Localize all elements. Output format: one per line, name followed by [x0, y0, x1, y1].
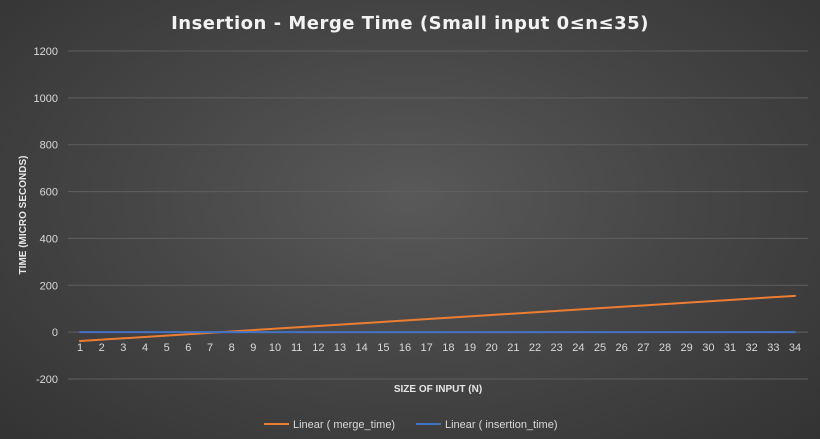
- x-tick-label: 16: [399, 342, 411, 354]
- x-tick-label: 4: [142, 342, 148, 354]
- x-tick-label: 11: [291, 342, 302, 354]
- x-tick-label: 21: [507, 342, 519, 354]
- chart-title: Insertion - Merge Time (Small input 0≤n≤…: [171, 13, 649, 34]
- gridlines: [68, 50, 808, 380]
- x-tick-label: 3: [120, 342, 126, 354]
- y-tick-label: 600: [40, 187, 58, 199]
- x-axis-label: SIZE OF INPUT (N): [394, 384, 482, 395]
- merge-time-trendline: [79, 294, 796, 343]
- series-lines: [79, 294, 796, 343]
- y-tick-label: 1000: [34, 93, 58, 105]
- y-tick-label: 200: [40, 280, 58, 292]
- x-tick-label: 26: [616, 342, 628, 354]
- x-tick-label: 1: [77, 342, 83, 354]
- x-tick-label: 14: [356, 342, 368, 354]
- x-tick-label: 12: [312, 342, 324, 354]
- legend: Linear ( merge_time) Linear ( insertion_t…: [264, 419, 558, 431]
- x-tick-label: 28: [659, 342, 671, 354]
- x-tick-label: 31: [724, 342, 736, 354]
- legend-label: Linear ( merge_time): [293, 419, 395, 431]
- x-tick-label: 10: [269, 342, 281, 354]
- x-tick-label: 8: [229, 342, 235, 354]
- x-tick-label: 19: [464, 342, 476, 354]
- y-tick-label: 400: [40, 233, 58, 245]
- y-tick-label: 800: [40, 140, 58, 152]
- x-tick-label: 6: [185, 342, 191, 354]
- x-tick-label: 33: [767, 342, 779, 354]
- x-tick-label: 9: [250, 342, 256, 354]
- x-tick-label: 29: [681, 342, 693, 354]
- x-tick-label: 30: [702, 342, 714, 354]
- x-tick-labels: 1 2 3 4 5 6 7 8 9 10 11 12 13 14 15 16 17 18 19 20 21 22 23 24 2…: [77, 342, 801, 354]
- x-tick-label: 24: [572, 342, 584, 354]
- x-tick-label: 23: [551, 342, 563, 354]
- x-tick-label: 7: [207, 342, 213, 354]
- x-tick-label: 5: [164, 342, 170, 354]
- x-tick-label: 15: [377, 342, 389, 354]
- y-tick-label: 0: [52, 327, 58, 339]
- x-tick-label: 17: [421, 342, 433, 354]
- x-tick-label: 25: [594, 342, 606, 354]
- y-tick-label: 1200: [34, 46, 58, 58]
- legend-label: Linear ( insertion_time): [445, 419, 558, 431]
- y-tick-labels: -200 0 200 400 600 800 1000 1200: [34, 46, 58, 386]
- x-tick-label: 13: [334, 342, 346, 354]
- x-tick-label: 22: [529, 342, 541, 354]
- x-tick-label: 34: [789, 342, 801, 354]
- y-tick-label: -200: [36, 374, 58, 386]
- x-tick-label: 27: [637, 342, 649, 354]
- y-axis-label: TIME (MICRO SECONDS): [18, 156, 29, 275]
- x-tick-label: 18: [442, 342, 454, 354]
- x-tick-label: 2: [99, 342, 105, 354]
- x-tick-label: 32: [746, 342, 758, 354]
- x-tick-label: 20: [486, 342, 498, 354]
